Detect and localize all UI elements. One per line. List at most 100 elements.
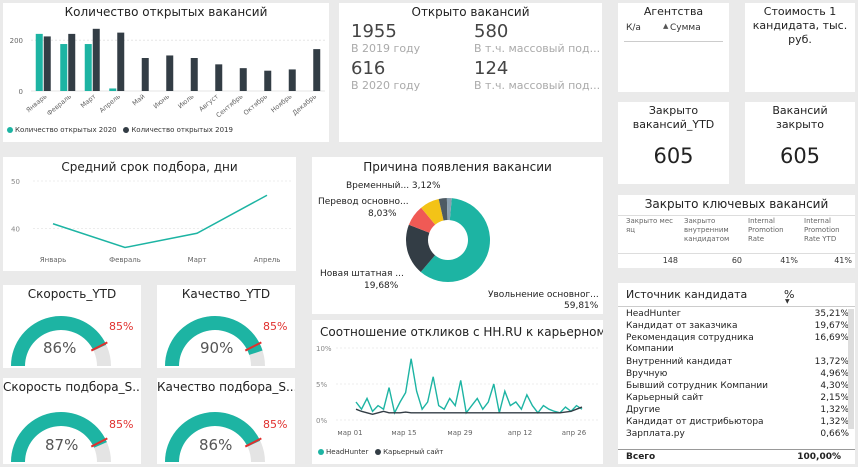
key-closed-h0[interactable]: Закрыто мес яц bbox=[626, 217, 673, 234]
table-row[interactable]: Рекомендация сотрудника Компании 16,69% bbox=[626, 333, 849, 354]
gauge-speed-s-value: 87% bbox=[45, 436, 79, 454]
cost-title: Стоимость 1 кандидата, тыс. руб. bbox=[752, 5, 848, 46]
table-row[interactable]: Зарплата.ру 0,66% bbox=[626, 429, 849, 439]
key-closed-tile[interactable]: Закрыто ключевых вакансий Закрыто мес яц… bbox=[618, 195, 855, 268]
gauge-quality-s-tile[interactable]: Качество подбора_S... 86% 85% bbox=[157, 378, 295, 464]
sources-total-label: Всего bbox=[626, 452, 656, 462]
y-tick-label: 50 bbox=[11, 178, 20, 186]
x-tick-label: Сентябрь bbox=[215, 92, 245, 119]
gauge-fill bbox=[11, 412, 107, 462]
gauge-quality-ytd-value: 90% bbox=[200, 339, 234, 357]
gauge-quality-ytd-tile[interactable]: Качество_YTD 90% 85% bbox=[157, 285, 295, 368]
gauge-speed-ytd-tile[interactable]: Скорость_YTD 86% 85% bbox=[3, 285, 141, 368]
bar-2019 bbox=[264, 70, 272, 91]
table-row[interactable]: Вручную 4,96% bbox=[626, 369, 849, 379]
sources-tile[interactable]: Источник кандидата % ▼ HeadHunter 35,21% … bbox=[618, 283, 855, 464]
closed-value: 605 bbox=[779, 144, 821, 168]
avg-time-title: Средний срок подбора, дни bbox=[61, 160, 238, 174]
legend-2019[interactable]: Количество открытых 2019 bbox=[123, 126, 233, 134]
hh-ratio-tile[interactable]: Соотношение откликов с HH.RU к карьерном… bbox=[312, 320, 603, 464]
donut-slice bbox=[406, 224, 436, 272]
avg-time-line-chart[interactable]: 50 40 Январь Февраль Март Апрель bbox=[3, 157, 296, 271]
sources-scrollbar[interactable] bbox=[848, 309, 854, 429]
bar-2019 bbox=[43, 36, 51, 91]
closed-tile[interactable]: Вакансий закрыто 605 bbox=[745, 102, 855, 184]
legend-2020[interactable]: Количество открытых 2020 bbox=[7, 126, 117, 134]
gauge-speed-s-tile[interactable]: Скорость подбора_S... 87% 85% bbox=[3, 378, 141, 464]
closed-ytd-tile[interactable]: Закрыто вакансий_YTD 605 bbox=[618, 102, 729, 184]
legend-career-site[interactable]: Карьерный сайт bbox=[375, 448, 443, 456]
key-closed-v3: 41% bbox=[834, 256, 852, 265]
legend-headhunter[interactable]: HeadHunter bbox=[318, 448, 368, 456]
key-closed-v2: 41% bbox=[780, 256, 798, 265]
sources-col-pct[interactable]: % bbox=[784, 288, 795, 301]
reason-label-new-pct: 19,68% bbox=[364, 281, 399, 291]
key-closed-h1[interactable]: Закрыто внутренним кандидатом bbox=[684, 217, 730, 243]
x-tick-label: Февраль bbox=[109, 256, 141, 264]
hh-ratio-line-chart[interactable]: 10% 5% 0% мар 01 мар 15 мар 29 апр 12 апр 26 bbox=[312, 320, 603, 464]
x-tick-label: Апрель bbox=[254, 256, 281, 264]
mass-2019-value: 580 bbox=[474, 21, 509, 42]
x-tick-label: Март bbox=[79, 92, 98, 110]
opened-2020-label: В 2020 году bbox=[351, 79, 421, 92]
gauge-fill bbox=[11, 316, 107, 366]
table-row[interactable]: HeadHunter 35,21% bbox=[626, 309, 849, 319]
bar-2020 bbox=[60, 44, 68, 91]
bar-2019 bbox=[117, 32, 125, 91]
bar-2019 bbox=[239, 68, 247, 91]
bar-2019 bbox=[141, 58, 149, 91]
hh-legend: HeadHunter Карьерный сайт bbox=[318, 448, 443, 456]
table-row[interactable]: Другие 1,32% bbox=[626, 405, 849, 415]
avg-time-tile[interactable]: Средний срок подбора, дни 50 40 Январь Февр… bbox=[3, 157, 296, 271]
bar-2019 bbox=[313, 49, 321, 91]
key-closed-v0: 148 bbox=[662, 256, 678, 265]
sort-down-icon[interactable]: ▼ bbox=[785, 298, 790, 305]
reason-label-transfer-pct: 8,03% bbox=[368, 209, 397, 219]
table-row[interactable]: Внутренний кандидат 13,72% bbox=[626, 357, 849, 367]
gauge-quality-s-value: 86% bbox=[199, 436, 233, 454]
hh-ratio-title: Соотношение откликов с HH.RU к карьерном… bbox=[320, 325, 603, 339]
reason-label-temp: Временный... 3,12% bbox=[346, 181, 441, 191]
sources-rows: HeadHunter 35,21% Кандидат от заказчика 19… bbox=[626, 309, 855, 452]
agencies-tile[interactable]: Агентства К/а Сумма ▲ bbox=[618, 3, 729, 92]
x-tick-label: Январь bbox=[40, 256, 66, 264]
sources-total-row: Всего 100,00% bbox=[618, 449, 855, 464]
reason-label-dismiss-pct: 59,81% bbox=[564, 301, 599, 311]
y-tick-label: 40 bbox=[11, 226, 20, 234]
x-tick-label: Октябрь bbox=[242, 92, 269, 117]
gauge-speed-s-target: 85% bbox=[109, 418, 134, 431]
x-tick-label: Апрель bbox=[98, 92, 122, 114]
mass-2020-value: 124 bbox=[474, 58, 509, 79]
cost-tile[interactable]: Стоимость 1 кандидата, тыс. руб. bbox=[745, 3, 855, 92]
mass-2020-label: В т.ч. массовый под... bbox=[474, 79, 601, 92]
vacancies-chart-tile[interactable]: Количество открытых вакансий 200 0 Январь Ф… bbox=[3, 3, 329, 142]
sort-up-icon[interactable]: ▲ bbox=[663, 22, 669, 30]
sources-col-name[interactable]: Источник кандидата bbox=[626, 288, 748, 301]
key-closed-h3[interactable]: Internal Promotion Rate YTD bbox=[804, 217, 840, 243]
bar-2020 bbox=[109, 88, 117, 91]
table-row[interactable]: Бывший сотрудник Компании 4,30% bbox=[626, 381, 849, 391]
gauge-speed-ytd-value: 86% bbox=[43, 339, 77, 357]
agencies-col-ka[interactable]: К/а bbox=[626, 23, 641, 33]
reason-donut-chart[interactable] bbox=[312, 157, 603, 314]
table-row[interactable]: Кандидат от заказчика 19,67% bbox=[626, 321, 849, 331]
reason-tile[interactable]: Причина появления вакансии Временный... … bbox=[312, 157, 603, 314]
avg-time-line bbox=[52, 194, 268, 249]
opened-vacancies-tile[interactable]: Открыто вакансий 1955 В 2019 году 580 В … bbox=[339, 3, 602, 142]
opened-2020-value: 616 bbox=[351, 58, 386, 79]
table-row[interactable]: Кандидат от дистрибьютора 1,32% bbox=[626, 417, 849, 427]
key-closed-v1: 60 bbox=[731, 256, 742, 265]
gauge-speed-ytd bbox=[11, 316, 111, 366]
agencies-col-sum[interactable]: Сумма bbox=[670, 23, 701, 33]
closed-ytd-title: Закрыто вакансий_YTD bbox=[632, 104, 715, 131]
x-tick-label: апр 12 bbox=[508, 429, 532, 437]
key-closed-h2[interactable]: Internal Promotion Rate bbox=[748, 217, 784, 243]
donut-slice bbox=[420, 198, 490, 282]
bar-2019 bbox=[288, 69, 296, 91]
donut-slice bbox=[438, 198, 448, 221]
gauge-speed-s bbox=[11, 412, 111, 462]
table-row[interactable]: Карьерный сайт 2,15% bbox=[626, 393, 849, 403]
bar-2020 bbox=[35, 33, 43, 91]
x-tick-label: мар 15 bbox=[391, 429, 416, 437]
